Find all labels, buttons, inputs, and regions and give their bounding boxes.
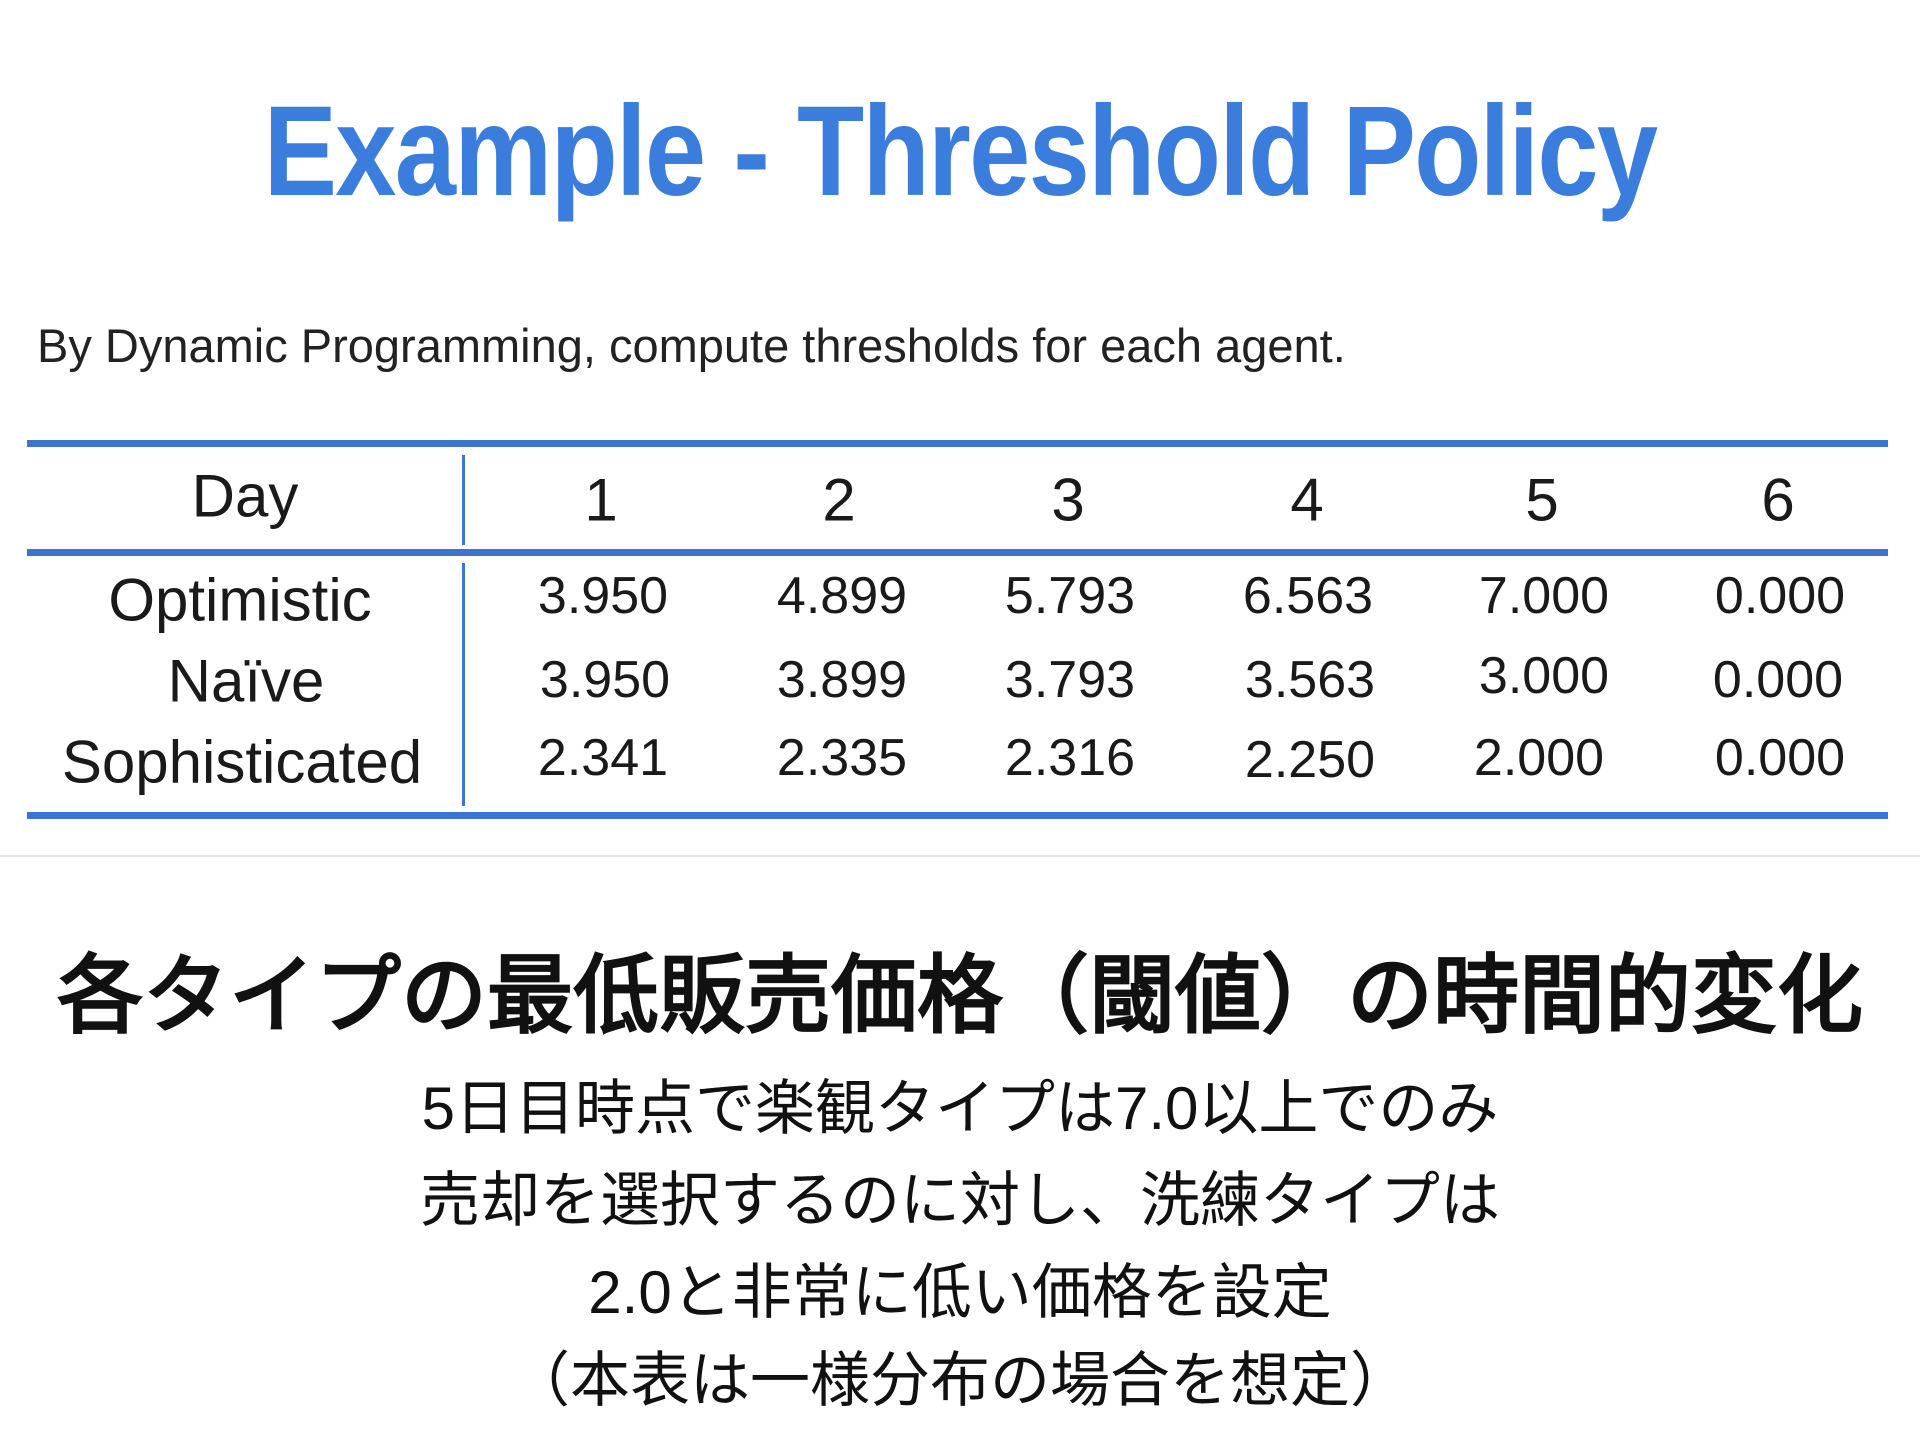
table-header-divider (462, 455, 465, 545)
table-cell: 4.899 (776, 567, 908, 625)
table-header-col: 4 (1290, 466, 1324, 534)
table-cell: 2.341 (537, 729, 669, 787)
row-label: Sophisticated (61, 728, 423, 796)
table-cell: 0.000 (1714, 567, 1846, 625)
table-cell: 2.250 (1244, 731, 1376, 789)
table-header-col: 6 (1761, 466, 1795, 534)
table-cell: 5.793 (1004, 567, 1136, 625)
table-cell: 2.335 (776, 729, 908, 787)
table-header-col: 2 (822, 466, 856, 534)
table-cell: 2.000 (1473, 729, 1605, 787)
table-cell: 3.950 (537, 567, 669, 625)
table-header-day: Day (191, 462, 299, 530)
caption-line: 5日目時点で楽観タイプは7.0以上でのみ (421, 1075, 1499, 1142)
row-label: Naïve (167, 647, 325, 715)
table-body-divider (462, 563, 465, 806)
table-cell: 3.899 (776, 651, 908, 709)
table-header-col: 5 (1525, 466, 1559, 534)
table-bottom-rule (27, 812, 1888, 819)
slide-subtitle: By Dynamic Programming, compute threshol… (37, 319, 1346, 372)
table-cell: 3.563 (1244, 651, 1376, 709)
table-header-rule (27, 549, 1888, 556)
caption-heading: 各タイプの最低販売価格（閾値）の時間的変化 (57, 948, 1863, 1044)
table-cell: 7.000 (1478, 567, 1610, 625)
table-cell: 2.316 (1004, 729, 1136, 787)
table-cell: 3.000 (1478, 647, 1610, 705)
table-cell: 0.000 (1712, 651, 1844, 709)
slide-title: Example - Threshold Policy (263, 80, 1659, 223)
table-cell: 6.563 (1242, 567, 1374, 625)
table-top-rule (27, 440, 1888, 447)
table-header-col: 1 (584, 466, 618, 534)
caption-line: （本表は一様分布の場合を想定） (510, 1347, 1410, 1414)
table-cell: 0.000 (1714, 729, 1846, 787)
row-label: Optimistic (108, 566, 372, 634)
caption-line: 2.0と非常に低い価格を設定 (588, 1259, 1332, 1326)
table-cell: 3.793 (1004, 651, 1136, 709)
table-cell: 3.950 (539, 651, 671, 709)
section-divider (0, 855, 1920, 857)
caption-line: 売却を選択するのに対し、洗練タイプは (420, 1167, 1500, 1234)
table-header-col: 3 (1051, 466, 1085, 534)
